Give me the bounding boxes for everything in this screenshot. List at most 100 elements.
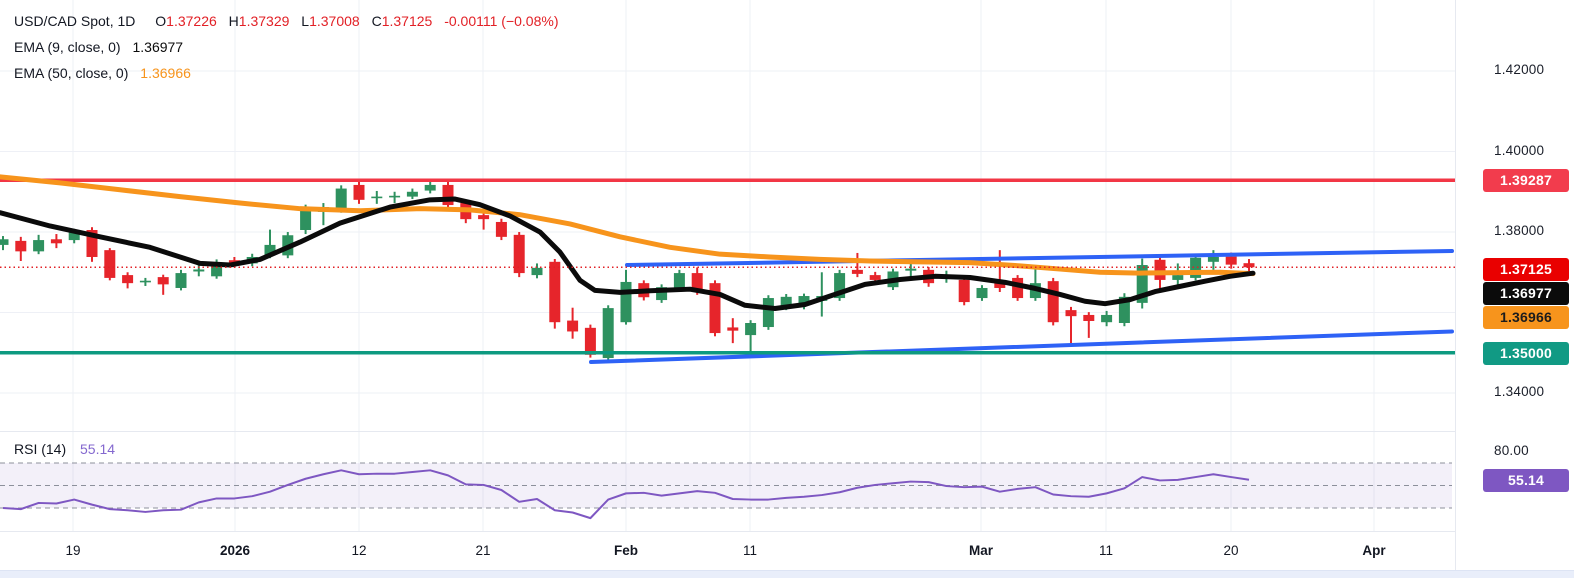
candle-body [531,267,543,276]
candle-body [620,281,632,323]
price-chart-canvas[interactable] [0,0,1455,531]
candle-body [1047,281,1059,323]
price-axis-label: 1.40000 [1494,142,1545,158]
high-value: 1.37329 [238,13,290,29]
candle-body [834,273,846,299]
candle-body [549,261,561,323]
candle-body [371,196,383,199]
rsi-legend-row[interactable]: RSI (14) 55.14 [14,438,115,460]
candle-body [905,268,917,271]
legend: USD/CAD Spot, 1D O1.37226 H1.37329 L1.37… [14,8,558,86]
candle-body [958,279,970,303]
candle-body [15,240,27,252]
candle-body [994,283,1006,288]
time-axis-tick: 19 [65,543,81,558]
price-axis-label: 1.34000 [1494,384,1545,400]
candle-body [762,298,774,328]
ema50-legend-row[interactable]: EMA (50, close, 0) 1.36966 [14,60,558,86]
price-badge: 1.36977 [1483,282,1569,305]
open-value: 1.37226 [166,13,217,29]
candle-body [1101,314,1113,323]
candle-body [584,327,596,355]
time-axis-tick: Feb [613,543,639,558]
candle-body [1118,296,1130,324]
candle-body [673,273,685,289]
price-axis[interactable]: 1.42000 1.40000 1.38000 1.34000 1.39287 1.371… [1455,0,1574,570]
candle-body [478,215,490,220]
rsi-value-badge: 55.14 [1483,468,1569,492]
candle-body [300,208,312,231]
change-value: -0.00111 (−0.08%) [444,13,559,29]
candle-body [691,273,703,293]
candle-body [1190,257,1202,278]
candle-body [1154,259,1166,280]
candle-body [798,296,810,306]
candle-body [50,239,62,244]
time-axis-tick: 12 [351,543,367,558]
candle-body [602,308,614,359]
rsi-label: RSI (14) [14,441,67,457]
candle-body [157,277,169,285]
time-axis-tick: Apr [1362,543,1386,558]
candle-body [1243,263,1255,268]
ema50-value: 1.36966 [140,65,191,81]
candle-body [1012,277,1024,299]
price-badge: 1.35000 [1483,342,1569,365]
rsi-line [2,469,1250,520]
price-axis-label: 1.42000 [1494,62,1545,77]
candle-body [175,273,187,288]
ema50-label: EMA (50, close, 0) [14,65,129,81]
candle-body [139,280,151,283]
price-axis-label: 1.38000 [1494,223,1545,239]
low-value: 1.37008 [309,13,360,29]
ema9-value: 1.36977 [132,39,184,55]
ema9-line [0,196,1256,312]
candle-body [406,191,418,197]
close-label: C [371,13,382,29]
bottom-toolbar-strip [0,570,1574,578]
trendline[interactable] [589,329,1454,365]
candle-body [353,184,365,200]
ema50-line [0,174,1256,277]
candle-body [1136,265,1148,303]
time-axis[interactable]: 19 2026 12 21 Feb 11 Mar 11 20 Apr [0,531,1455,571]
rsi-value: 55.14 [80,441,116,457]
time-axis-tick: 2026 [219,543,251,558]
time-axis-tick: 20 [1223,543,1239,558]
candle-body [567,320,579,332]
ema9-legend-row[interactable]: EMA (9, close, 0) 1.36977 [14,34,558,60]
candle-body [976,287,988,299]
symbol-legend-row[interactable]: USD/CAD Spot, 1D O1.37226 H1.37329 L1.37… [14,8,558,34]
candle-body [513,234,525,274]
candle-body [1065,310,1077,317]
rsi-pane [0,462,1452,520]
candle-body [264,244,276,256]
time-axis-tick: Mar [968,543,994,558]
time-axis-tick: 21 [475,543,491,558]
time-axis-tick: 11 [742,543,758,558]
candle-body [68,232,80,241]
candle-body [1207,256,1219,262]
time-axis-tick: 11 [1098,543,1114,558]
trendline[interactable] [625,248,1454,268]
price-badge: 1.39287 [1483,169,1569,192]
candle-body [389,195,401,198]
symbol-title: USD/CAD Spot, 1D [14,13,136,29]
candle-body [869,275,881,280]
candle-body [1083,314,1095,321]
candle-body [709,283,721,334]
candle-body [33,240,45,252]
high-label: H [228,13,239,29]
candle-body [780,296,792,307]
candle-body [1172,275,1184,280]
ema9-label: EMA (9, close, 0) [14,39,121,55]
price-badge: 1.37125 [1483,258,1569,281]
candle-body [122,275,134,284]
candle-body [656,287,668,301]
low-label: L [301,13,310,29]
candle-body [104,250,116,278]
candle-body [727,327,739,331]
candle-body [0,239,9,245]
candle-body [442,184,454,206]
